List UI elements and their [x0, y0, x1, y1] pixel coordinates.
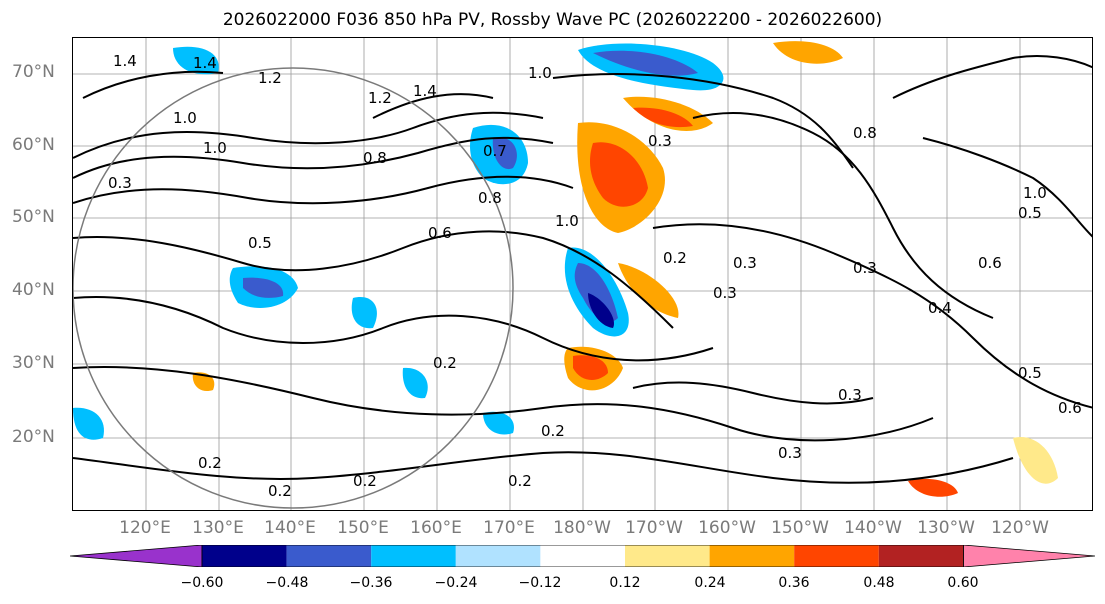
contour-label: 0.2 — [663, 249, 687, 267]
contour-label-group: 1.4 1.4 1.2 1.4 1.0 1.2 1.0 1.0 0.8 0.3 … — [108, 52, 1082, 500]
lat-label: 40°N — [12, 280, 55, 300]
contour-label: 0.2 — [508, 472, 532, 490]
colorbar-segment — [709, 545, 795, 567]
colorbar — [70, 545, 1095, 567]
contour-label: 0.6 — [1058, 399, 1082, 417]
contour-label: 1.2 — [258, 69, 282, 87]
contour-label: 0.6 — [978, 254, 1002, 272]
lon-label: 140°W — [844, 518, 902, 538]
lon-label: 130°E — [192, 518, 244, 538]
map-title: 2026022000 F036 850 hPa PV, Rossby Wave … — [222, 10, 883, 30]
contour-label: 1.0 — [1023, 184, 1047, 202]
colorbar-tick: −0.36 — [349, 575, 393, 591]
colorbar-tick: 0.12 — [609, 575, 641, 591]
contour-label: 0.3 — [108, 174, 132, 192]
lat-label: 30°N — [12, 353, 55, 373]
lon-label: 180°W — [553, 518, 611, 538]
contour-label: 0.3 — [648, 132, 672, 150]
contour-label: 0.8 — [853, 124, 877, 142]
lat-label: 50°N — [12, 207, 55, 227]
lon-label: 160°W — [698, 518, 756, 538]
contour-label: 0.3 — [733, 254, 757, 272]
lat-label: 20°N — [12, 427, 55, 447]
contour-label: 0.5 — [248, 234, 272, 252]
contour-label: 0.2 — [433, 354, 457, 372]
colorbar-extend-high — [963, 545, 1095, 567]
contour-label: 0.8 — [478, 189, 502, 207]
contour-label: 0.3 — [713, 284, 737, 302]
contour-label: 0.2 — [353, 472, 377, 490]
lon-label: 140°E — [264, 518, 316, 538]
colorbar-segment — [202, 545, 287, 567]
contour-label: 1.4 — [413, 82, 437, 100]
colorbar-tick: 0.36 — [778, 575, 810, 591]
contour-label: 1.4 — [113, 52, 137, 70]
colorbar-outline — [201, 545, 964, 567]
colorbar-tick: −0.12 — [518, 575, 562, 591]
lon-label: 170°E — [483, 518, 535, 538]
lat-label: 60°N — [12, 135, 55, 155]
colorbar-segment — [878, 545, 964, 567]
contour-label: 0.5 — [1018, 364, 1042, 382]
colorbar-tick: 0.48 — [863, 575, 895, 591]
lon-label: 130°W — [917, 518, 975, 538]
colorbar-segment — [286, 545, 372, 567]
contour-label: 0.3 — [778, 444, 802, 462]
contour-label: 1.0 — [528, 64, 552, 82]
map-svg: 1.4 1.4 1.2 1.4 1.0 1.2 1.0 1.0 0.8 0.3 … — [73, 38, 1092, 510]
colorbar-tick: −0.24 — [434, 575, 478, 591]
contour-label: 0.3 — [853, 259, 877, 277]
colorbar-tick: 0.24 — [694, 575, 726, 591]
lon-label: 120°W — [991, 518, 1049, 538]
colorbar-segment — [625, 545, 710, 567]
reference-circle — [73, 67, 514, 509]
contour-label: 0.2 — [268, 482, 292, 500]
lon-label: 150°E — [337, 518, 389, 538]
lat-label: 70°N — [12, 62, 55, 82]
contour-label: 0.7 — [483, 142, 507, 160]
lon-label: 150°W — [771, 518, 829, 538]
pc-shading — [73, 41, 1058, 497]
contour-label: 1.4 — [193, 54, 217, 72]
lon-label: 120°E — [119, 518, 171, 538]
contour-label: 1.0 — [203, 139, 227, 157]
contour-label: 0.2 — [541, 422, 565, 440]
contour-label: 0.5 — [1018, 204, 1042, 222]
contour-label: 0.2 — [198, 454, 222, 472]
colorbar-segment — [794, 545, 879, 567]
contour-label: 1.0 — [555, 212, 579, 230]
colorbar-segment — [371, 545, 456, 567]
contour-label: 0.3 — [838, 386, 862, 404]
colorbar-segment — [455, 545, 541, 567]
colorbar-tick: −0.60 — [180, 575, 224, 591]
lon-label: 170°W — [625, 518, 683, 538]
colorbar-extend-low — [70, 545, 203, 567]
lon-label: 160°E — [410, 518, 462, 538]
pv-contours — [73, 55, 1092, 484]
contour-label: 0.6 — [428, 224, 452, 242]
colorbar-tick: 0.60 — [947, 575, 979, 591]
contour-label: 0.4 — [928, 299, 952, 317]
map-panel: 1.4 1.4 1.2 1.4 1.0 1.2 1.0 1.0 0.8 0.3 … — [72, 37, 1093, 511]
contour-label: 0.8 — [363, 149, 387, 167]
contour-label: 1.2 — [368, 89, 392, 107]
contour-label: 1.0 — [173, 109, 197, 127]
colorbar-segment — [540, 545, 625, 567]
colorbar-tick: −0.48 — [265, 575, 309, 591]
